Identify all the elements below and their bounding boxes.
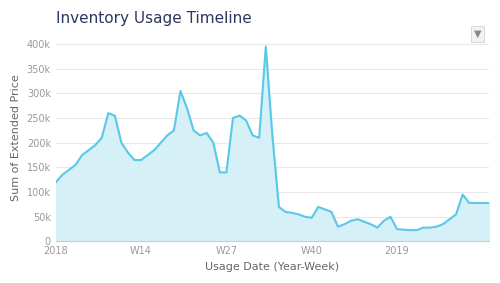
Text: Inventory Usage Timeline: Inventory Usage Timeline bbox=[56, 11, 252, 26]
X-axis label: Usage Date (Year-Week): Usage Date (Year-Week) bbox=[206, 262, 340, 272]
Y-axis label: Sum of Extended Price: Sum of Extended Price bbox=[11, 74, 21, 201]
Text: ▼: ▼ bbox=[474, 29, 481, 39]
